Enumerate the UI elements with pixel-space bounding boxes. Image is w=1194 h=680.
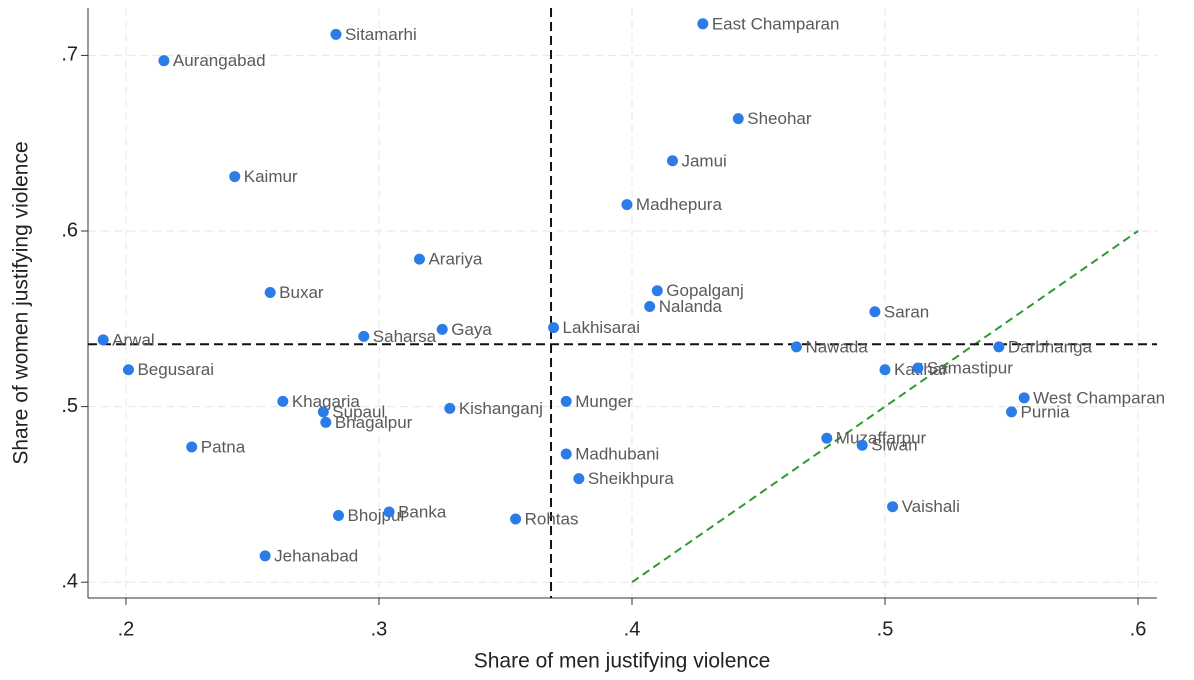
- x-axis-title: Share of men justifying violence: [474, 650, 771, 673]
- point-label: Arwal: [112, 330, 155, 349]
- diagonal-line: [631, 230, 1139, 584]
- y-tick-label: .4: [61, 570, 78, 592]
- point: [510, 513, 522, 525]
- point-label: Nalanda: [659, 297, 723, 316]
- point-label: Aurangabad: [173, 51, 266, 70]
- point: [330, 28, 342, 40]
- point-label: Jehanabad: [274, 546, 358, 565]
- point-label: Kishanganj: [459, 399, 543, 418]
- point-label: Vaishali: [902, 497, 960, 516]
- point: [666, 155, 678, 167]
- point: [383, 506, 395, 518]
- point-label: Begusarai: [137, 360, 214, 379]
- point-label: Madhubani: [575, 444, 659, 463]
- point-label: Jamui: [681, 151, 726, 170]
- y-tick-label: .6: [61, 219, 78, 241]
- x-tick-label: .4: [624, 618, 641, 640]
- point: [317, 406, 329, 418]
- point: [1018, 392, 1030, 404]
- point-label: Saran: [884, 302, 929, 321]
- point-label: Sheohar: [747, 109, 812, 128]
- point-label: Khagaria: [292, 392, 361, 411]
- point-label: Rohtas: [525, 509, 579, 528]
- point: [1006, 406, 1018, 418]
- point-label: Gaya: [451, 320, 492, 339]
- point-label: Purnia: [1021, 402, 1071, 421]
- x-tick-label: .3: [371, 618, 388, 640]
- point: [158, 55, 170, 67]
- point: [122, 364, 134, 376]
- point-label: Saharsa: [373, 327, 437, 346]
- point-label: Sheikhpura: [588, 469, 675, 488]
- point: [264, 286, 276, 298]
- point: [912, 362, 924, 374]
- point-label: Lakhisarai: [563, 318, 641, 337]
- x-tick-label: .6: [1130, 618, 1147, 640]
- point: [97, 334, 109, 346]
- point: [332, 509, 344, 521]
- point-label: Kaimur: [244, 167, 298, 186]
- point: [790, 341, 802, 353]
- point: [444, 402, 456, 414]
- point-label: Sitamarhi: [345, 25, 417, 44]
- point-label: Darbhanga: [1008, 337, 1093, 356]
- point-label: Bhagalpur: [335, 413, 413, 432]
- point-label: Buxar: [279, 283, 324, 302]
- point: [993, 341, 1005, 353]
- point-label: Nawada: [805, 337, 868, 356]
- point: [259, 550, 271, 562]
- point: [621, 199, 633, 211]
- y-tick-label: .5: [61, 395, 78, 417]
- point-label: Munger: [575, 392, 633, 411]
- point-label: Madhepura: [636, 195, 723, 214]
- point: [821, 432, 833, 444]
- point-label: Arariya: [428, 250, 482, 269]
- point: [887, 501, 899, 513]
- y-tick-label: .7: [61, 44, 78, 66]
- point-label: Supaul: [332, 402, 385, 421]
- point: [229, 171, 241, 183]
- point: [358, 330, 370, 342]
- point-label: Samastipur: [927, 358, 1013, 377]
- point: [277, 395, 289, 407]
- point-label: Siwan: [871, 436, 917, 455]
- point: [879, 364, 891, 376]
- point: [413, 253, 425, 265]
- point: [560, 448, 572, 460]
- point: [697, 18, 709, 30]
- point: [856, 439, 868, 451]
- point: [560, 395, 572, 407]
- point: [548, 322, 560, 334]
- point: [320, 416, 332, 428]
- y-axis-title: Share of women justifying violence: [10, 141, 33, 464]
- point-label: Gopalganj: [666, 281, 744, 300]
- point: [436, 323, 448, 335]
- point: [869, 306, 881, 318]
- point-label: Banka: [398, 502, 447, 521]
- point-label: West Champaran: [1033, 388, 1165, 407]
- point-label: Patna: [201, 437, 246, 456]
- point: [651, 285, 663, 297]
- point: [186, 441, 198, 453]
- point: [732, 113, 744, 125]
- point: [644, 301, 656, 313]
- x-tick-label: .5: [877, 618, 894, 640]
- point-label: East Champaran: [712, 14, 840, 33]
- x-tick-label: .2: [118, 618, 135, 640]
- point: [573, 473, 585, 485]
